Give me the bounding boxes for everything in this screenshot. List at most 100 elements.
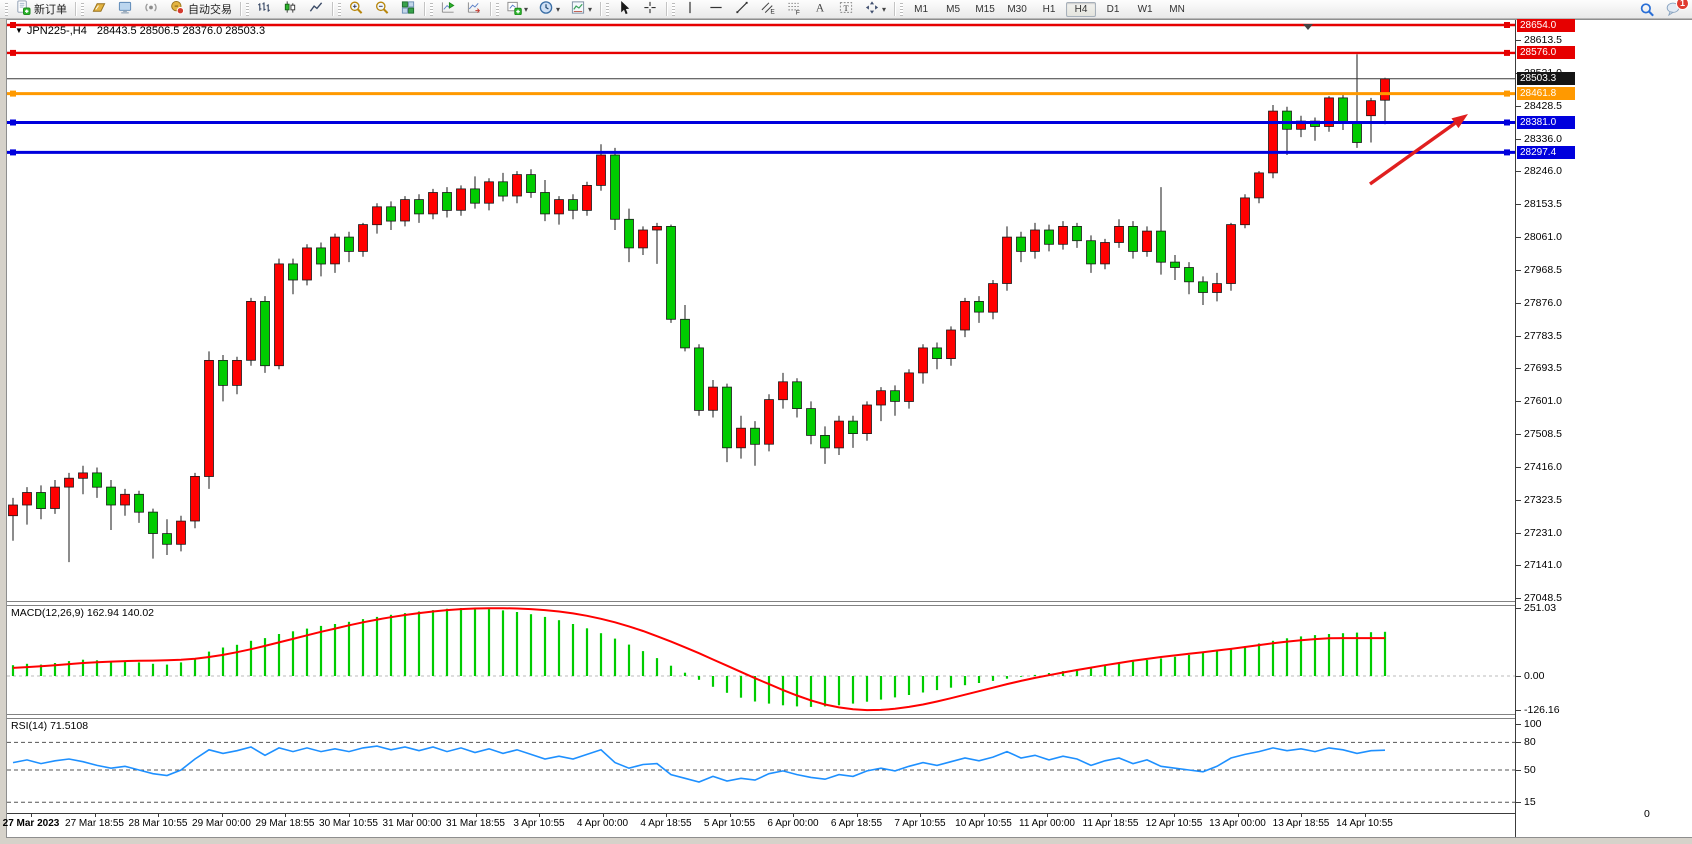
autotrade-button[interactable]: 自动交易	[165, 0, 236, 19]
time-label: 6 Apr 00:00	[767, 818, 819, 829]
price-tick-label: 28061.0	[1524, 230, 1562, 243]
toolbar-grip[interactable]	[338, 2, 341, 16]
chart-title: ▼ JPN225-,H4 28443.5 28506.5 28376.0 28503…	[15, 25, 265, 37]
toolbar-grip[interactable]	[496, 2, 499, 16]
rsi-scale-label: 50	[1524, 764, 1536, 776]
time-tick	[158, 814, 159, 817]
profiles-clock-button[interactable]: ▾	[534, 0, 564, 19]
price-tick-label: 27693.5	[1524, 362, 1562, 374]
timeframe-m15[interactable]: M15	[975, 3, 995, 15]
candlestick-chart-button[interactable]	[278, 0, 302, 19]
zoom-out-button[interactable]	[370, 0, 394, 19]
auto-scroll-icon	[466, 0, 482, 18]
tile-windows-button[interactable]	[396, 0, 420, 19]
horizontal-line-button[interactable]	[704, 0, 728, 19]
timeframe-m1[interactable]: M1	[914, 3, 929, 15]
horizontal-line-28576[interactable]	[7, 49, 1515, 56]
line-chart-icon	[308, 0, 324, 18]
timeframe-m5[interactable]: M5	[946, 3, 961, 15]
horizontal-line-28461.8[interactable]	[7, 90, 1515, 97]
crosshair-button[interactable]	[638, 0, 662, 19]
rsi-panel-separator[interactable]	[7, 714, 1692, 719]
arrows-button[interactable]: ▾	[860, 0, 890, 19]
price-tick-label: 27783.5	[1524, 329, 1562, 342]
line-chart-button[interactable]	[304, 0, 328, 19]
timeframe-m30[interactable]: M30	[1007, 3, 1027, 15]
price-tick	[1516, 269, 1521, 271]
chart-shift-button[interactable]	[436, 0, 460, 19]
signals-button[interactable]	[139, 0, 163, 19]
toolbar-separator	[894, 2, 897, 16]
time-tick	[1047, 814, 1048, 817]
terminal-button[interactable]	[113, 0, 137, 19]
candles-layer	[8, 54, 1390, 563]
timeframe-d1[interactable]: D1	[1106, 3, 1120, 15]
charts-gold-button[interactable]	[87, 0, 111, 19]
time-tick	[983, 814, 985, 817]
svg-text:T: T	[844, 3, 849, 13]
charts-gold-icon	[91, 0, 107, 18]
horizontal-line-28654[interactable]	[7, 22, 1515, 28]
price-tick	[1516, 236, 1521, 238]
horizontal-line-28297.4[interactable]	[7, 149, 1515, 156]
toolbar-separator	[600, 2, 603, 16]
timeframe-h1[interactable]: H1	[1042, 3, 1056, 15]
toolbar-grip[interactable]	[81, 2, 84, 16]
templates-button[interactable]: ▾	[566, 0, 596, 19]
current-price-badge: 28503.3	[1517, 72, 1575, 86]
horizontal-line-28381[interactable]	[7, 119, 1515, 126]
toolbar-grip[interactable]	[5, 2, 8, 16]
time-tick	[285, 814, 286, 817]
notifications-button[interactable]: 1	[1661, 0, 1689, 19]
fibonacci-button[interactable]: F	[782, 0, 806, 19]
auto-scroll-button[interactable]	[462, 0, 486, 19]
toolbar-grip[interactable]	[900, 2, 904, 16]
channel-button[interactable]: E	[756, 0, 780, 19]
text-label-icon: T	[838, 0, 854, 18]
channel-icon: E	[760, 0, 776, 18]
price-tick	[1516, 434, 1521, 436]
timeframe-h4[interactable]: H4	[1066, 1, 1097, 17]
zoom-in-button[interactable]	[344, 0, 368, 19]
bar-chart-button[interactable]	[252, 0, 276, 19]
new-order-button[interactable]: 新订单	[11, 0, 71, 19]
price-tick	[1516, 170, 1521, 172]
timeframe-w1[interactable]: W1	[1137, 3, 1153, 15]
price-axis[interactable]: 28613.528521.028428.528336.028246.028153…	[1515, 18, 1692, 837]
vertical-line-button[interactable]	[678, 0, 702, 19]
time-tick	[666, 814, 667, 817]
trendline-button[interactable]	[730, 0, 754, 19]
price-tick-label: 27141.0	[1524, 559, 1562, 572]
trend-arrow-annotation[interactable]	[1369, 114, 1468, 186]
time-label: 10 Apr 10:55	[955, 818, 1012, 829]
macd-panel-separator[interactable]	[7, 601, 1692, 606]
new-chart-button[interactable]: ▾	[502, 0, 532, 19]
toolbar-separator	[75, 2, 77, 16]
tile-windows-icon	[400, 0, 416, 18]
time-label: 30 Mar 10:55	[319, 818, 378, 829]
price-tick	[1516, 565, 1521, 567]
toolbar-grip[interactable]	[606, 2, 610, 16]
toolbar-grip[interactable]	[672, 2, 676, 16]
symbol-dropdown-icon[interactable]: ▼	[15, 26, 23, 35]
search-button[interactable]	[1635, 0, 1659, 19]
time-tick	[31, 814, 32, 817]
macd-scale-tick	[1516, 710, 1521, 712]
svg-text:A: A	[816, 2, 825, 15]
time-tick	[856, 814, 858, 817]
price-tick-label: 27968.5	[1524, 263, 1562, 276]
timeframe-mn[interactable]: MN	[1169, 3, 1185, 15]
time-label: 29 Mar 18:55	[255, 818, 315, 829]
text-button[interactable]: A	[808, 0, 832, 19]
zoom-in-icon	[348, 0, 364, 18]
toolbar-grip[interactable]	[246, 2, 249, 16]
chart-shift-marker[interactable]	[1303, 24, 1313, 30]
cursor-button[interactable]	[612, 0, 636, 19]
svg-text:E: E	[770, 9, 775, 15]
toolbar-grip[interactable]	[430, 2, 433, 16]
time-tick	[221, 814, 223, 817]
resistance-badge-1: 28654.0	[1517, 18, 1575, 32]
price-tick	[1516, 335, 1521, 337]
text-label-button[interactable]: T	[834, 0, 858, 19]
price-tick	[1516, 533, 1521, 535]
